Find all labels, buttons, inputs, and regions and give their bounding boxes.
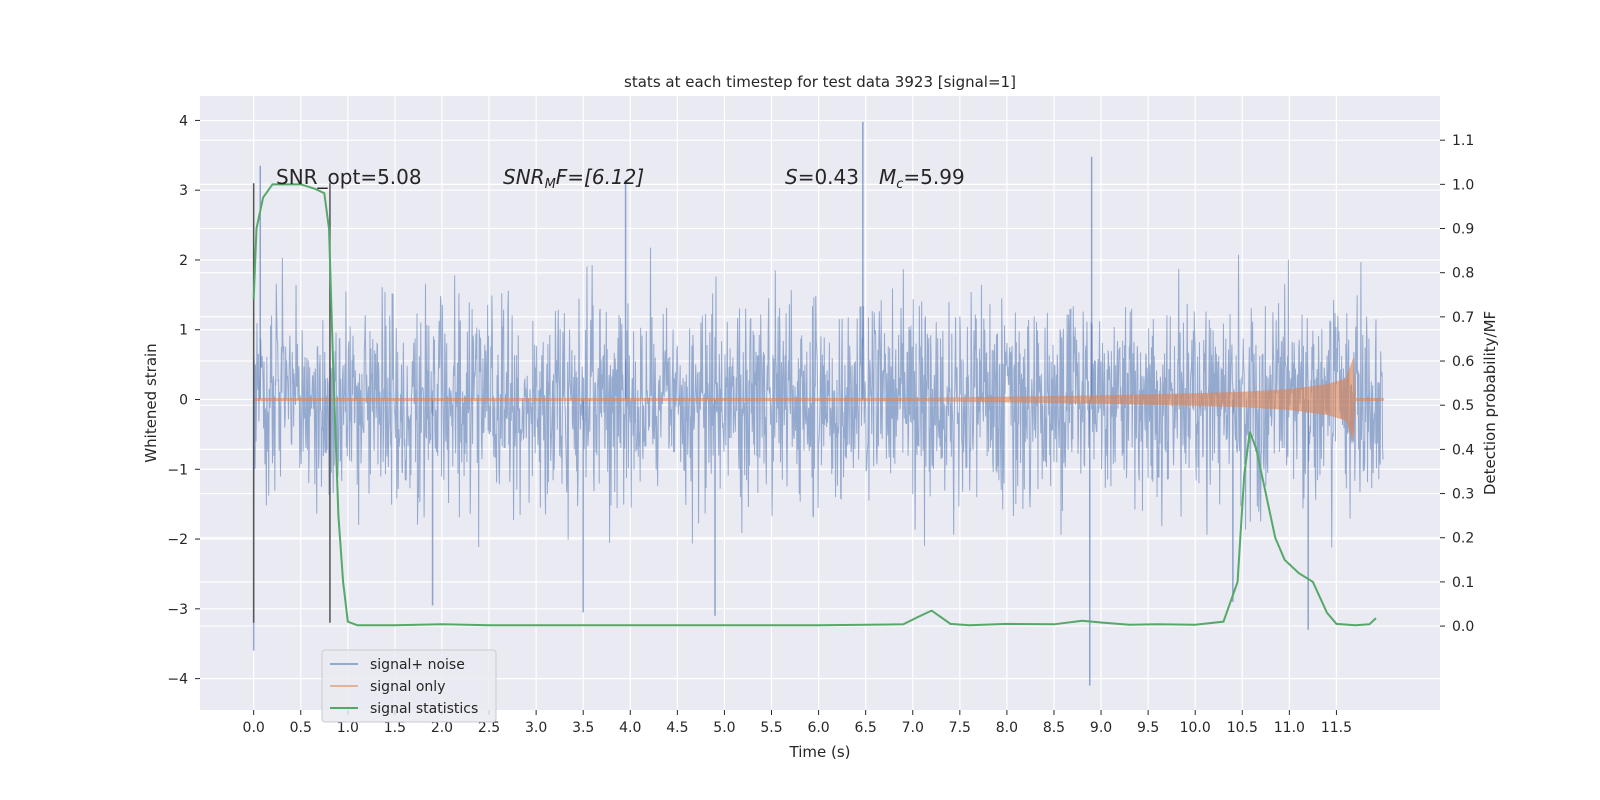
- x-tick-label: 9.0: [1090, 720, 1112, 736]
- annotation-s-label: S: [785, 165, 798, 189]
- y-right-tick-label: 0.0: [1452, 619, 1474, 635]
- annotation-mc-value: =5.99: [903, 165, 964, 189]
- annotation-snr-opt: SNR_opt=5.08: [276, 165, 422, 189]
- y-right-tick-label: 1.0: [1452, 177, 1474, 193]
- y-right-tick-label: 0.7: [1452, 310, 1474, 326]
- x-axis-label: Time (s): [789, 743, 851, 761]
- y-right-tick-label: 0.9: [1452, 222, 1474, 238]
- annotation-snr-mf-rest: F=[6.12]: [556, 165, 644, 189]
- y-right-tick-label: 0.2: [1452, 531, 1474, 547]
- y-right-axis-ticks: 0.0 0.1 0.2 0.3 0.4 0.5 0.6 0.7 0.8 0.9 1.0 1.1: [1440, 133, 1474, 635]
- annotation-mc: Mc=5.99: [879, 165, 965, 192]
- annotation-snr-mf-sub: M: [545, 177, 556, 192]
- x-tick-label: 7.0: [902, 720, 924, 736]
- x-tick-label: 3.0: [525, 720, 547, 736]
- y-right-tick-label: 0.3: [1452, 487, 1474, 503]
- x-tick-label: 4.0: [619, 720, 641, 736]
- legend-label-signal-noise: signal+ noise: [370, 657, 465, 673]
- y-left-tick-label: −2: [167, 532, 188, 548]
- x-tick-label: 8.0: [996, 720, 1018, 736]
- x-tick-label: 10.5: [1227, 720, 1258, 736]
- x-tick-label: 0.0: [243, 720, 265, 736]
- x-tick-label: 8.5: [1043, 720, 1065, 736]
- x-tick-label: 9.5: [1137, 720, 1159, 736]
- y-left-axis-label: Whitened strain: [142, 343, 160, 462]
- annotation-s-value: =0.43: [798, 165, 859, 189]
- x-tick-label: 10.0: [1180, 720, 1211, 736]
- annotation-mc-label: M: [879, 165, 896, 189]
- y-left-tick-label: 4: [179, 113, 188, 129]
- legend: signal+ noise signal only signal statist…: [321, 649, 497, 723]
- x-tick-label: 1.5: [384, 720, 406, 736]
- legend-label-signal-only: signal only: [370, 679, 445, 695]
- x-tick-label: 11.0: [1274, 720, 1305, 736]
- x-tick-label: 7.5: [949, 720, 971, 736]
- y-left-tick-label: 0: [179, 393, 188, 409]
- x-tick-label: 11.5: [1321, 720, 1352, 736]
- x-tick-label: 4.5: [666, 720, 688, 736]
- y-left-tick-label: −3: [167, 602, 188, 618]
- legend-label-signal-statistics: signal statistics: [370, 701, 478, 717]
- x-tick-label: 3.5: [572, 720, 594, 736]
- x-tick-label: 6.5: [855, 720, 877, 736]
- y-right-tick-label: 0.6: [1452, 354, 1474, 370]
- annotation-snr-mf-main: SNR: [503, 165, 545, 189]
- noise-trace: [253, 247, 1384, 548]
- y-right-tick-label: 1.1: [1452, 133, 1474, 149]
- y-right-axis-label: Detection probability/MF: [1481, 311, 1499, 495]
- y-right-tick-label: 0.4: [1452, 442, 1474, 458]
- y-left-tick-label: −1: [167, 462, 188, 478]
- y-left-axis-ticks: −4 −3 −2 −1 0 1 2 3 4: [167, 113, 200, 688]
- series-signal-noise: [252, 121, 1384, 686]
- x-tick-label: 2.0: [431, 720, 453, 736]
- chart-title: stats at each timestep for test data 392…: [624, 73, 1016, 91]
- annotation-mc-sub: c: [896, 177, 903, 192]
- signal-trace: [253, 357, 1385, 441]
- x-tick-label: 1.0: [337, 720, 359, 736]
- y-left-tick-label: −4: [167, 672, 188, 688]
- y-right-tick-label: 0.1: [1452, 575, 1474, 591]
- x-tick-label: 2.5: [478, 720, 500, 736]
- series-signal-only: [253, 357, 1385, 441]
- annotation-snr-mf: SNRMF=[6.12]: [503, 165, 644, 192]
- x-tick-label: 5.5: [760, 720, 782, 736]
- x-tick-label: 0.5: [290, 720, 312, 736]
- y-left-tick-label: 3: [179, 183, 188, 199]
- y-left-tick-label: 2: [179, 253, 188, 269]
- x-tick-label: 6.0: [807, 720, 829, 736]
- x-tick-label: 5.0: [713, 720, 735, 736]
- series-signal-statistics: [252, 183, 1377, 627]
- y-right-tick-label: 0.8: [1452, 266, 1474, 282]
- annotation-s: S=0.43: [785, 165, 859, 189]
- y-left-tick-label: 1: [179, 323, 188, 339]
- y-right-tick-label: 0.5: [1452, 398, 1474, 414]
- legend-box: [321, 649, 497, 723]
- x-axis-ticks: 0.0 0.5 1.0 1.5 2.0 2.5 3.0 3.5 4.0 4.5 5.0 5.5 6.0 6…: [243, 710, 1352, 736]
